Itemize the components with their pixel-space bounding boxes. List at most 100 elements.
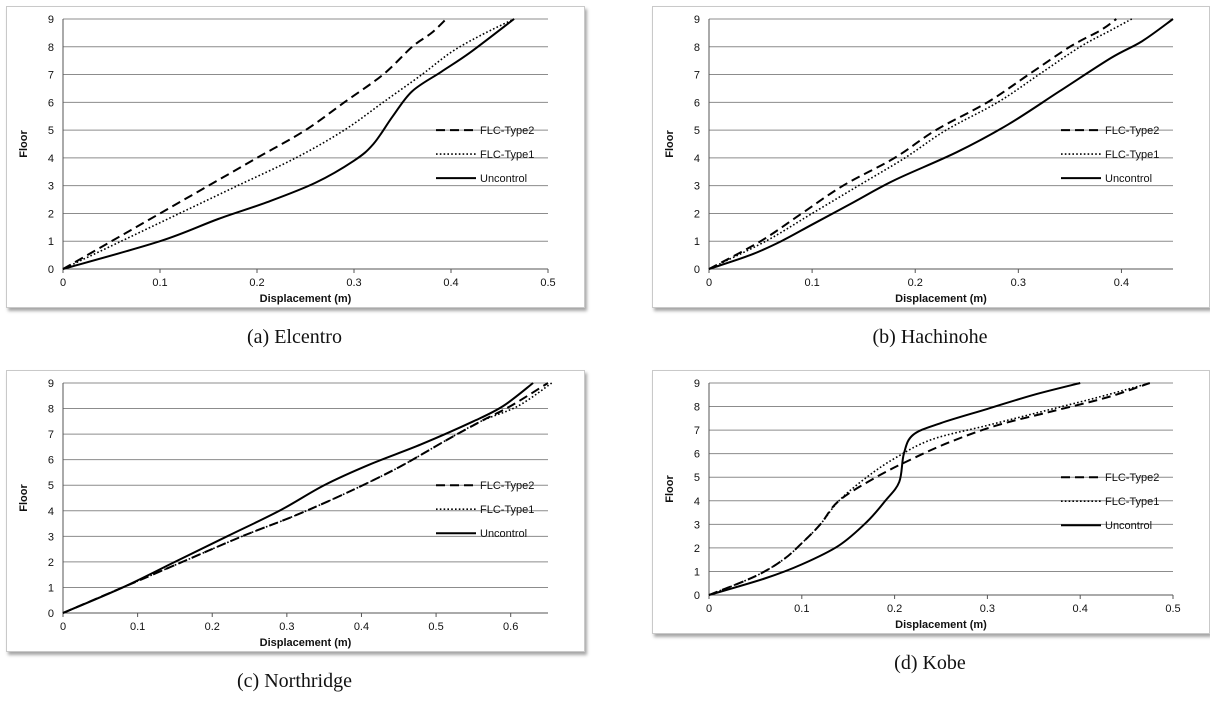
x-axis-label: Displacement (m) <box>260 637 352 649</box>
chart-frame: 0 1 2 3 4 5 6 7 8 9 0 0.1 0.2 0.3 0.4 0.5 Displacement (… <box>6 6 585 308</box>
x-tick-label: 0 <box>706 603 712 615</box>
legend-label: FLC-Type2 <box>1105 472 1159 484</box>
y-tick-label: 9 <box>48 14 54 26</box>
chart-panel-a: 0 1 2 3 4 5 6 7 8 9 0 0.1 0.2 0.3 0.4 0.5 Displacement (… <box>6 6 585 348</box>
y-tick-label: 1 <box>694 566 700 578</box>
x-tick-label: 0.5 <box>540 277 555 289</box>
y-tick-label: 8 <box>48 404 54 416</box>
chart-svg: 0 1 2 3 4 5 6 7 8 9 0 0.1 0.2 0.3 0.4 0.5 0.6 Displacemen… <box>18 378 553 649</box>
x-axis-label: Displacement (m) <box>895 619 987 631</box>
x-axis-label: Displacement (m) <box>260 293 352 305</box>
y-tick-label: 2 <box>48 557 54 569</box>
series-line-flc-type1 <box>708 18 1133 270</box>
legend-label: FLC-Type1 <box>480 504 534 516</box>
series-line-flc-type1 <box>708 382 1151 596</box>
y-tick-label: 5 <box>48 480 54 492</box>
chart-panel-c: 0 1 2 3 4 5 6 7 8 9 0 0.1 0.2 0.3 0.4 0.5 0.6 Displacemen… <box>6 370 585 692</box>
series-line-uncontrol <box>708 18 1174 270</box>
x-tick-label: 0.1 <box>130 621 145 633</box>
y-tick-label: 9 <box>694 14 700 26</box>
x-tick-label: 0 <box>706 277 712 289</box>
series-line-flc-type1 <box>62 18 515 270</box>
y-tick-label: 1 <box>694 236 700 248</box>
series-line-uncontrol <box>62 18 515 270</box>
x-tick-label: 0.4 <box>354 621 369 633</box>
y-tick-label: 6 <box>694 449 700 461</box>
x-tick-label: 0.4 <box>1114 277 1129 289</box>
y-tick-label: 7 <box>48 429 54 441</box>
x-tick-label: 0.4 <box>1073 603 1088 615</box>
y-tick-label: 3 <box>694 181 700 193</box>
series-line-flc-type2 <box>708 18 1117 270</box>
series-line-flc-type2 <box>708 382 1151 596</box>
legend-label: FLC-Type1 <box>480 149 534 161</box>
chart-caption: (a) Elcentro <box>247 326 342 348</box>
x-tick-label: 0.3 <box>279 621 294 633</box>
y-tick-label: 4 <box>694 496 700 508</box>
y-tick-label: 8 <box>48 42 54 54</box>
x-tick-label: 0.1 <box>804 277 819 289</box>
y-tick-label: 5 <box>48 125 54 137</box>
y-tick-label: 7 <box>694 70 700 82</box>
x-tick-label: 0.1 <box>152 277 167 289</box>
legend-label: Uncontrol <box>480 173 527 185</box>
legend-label: FLC-Type1 <box>1105 496 1159 508</box>
y-tick-label: 9 <box>694 378 700 390</box>
y-tick-label: 6 <box>48 97 54 109</box>
y-tick-label: 0 <box>48 264 54 276</box>
x-tick-label: 0 <box>60 621 66 633</box>
legend-label: FLC-Type2 <box>1105 125 1159 137</box>
y-tick-label: 7 <box>694 425 700 437</box>
x-tick-label: 0.3 <box>1011 277 1026 289</box>
y-tick-label: 6 <box>694 97 700 109</box>
x-axis-label: Displacement (m) <box>895 293 987 305</box>
legend-label: Uncontrol <box>1105 173 1152 185</box>
y-tick-label: 8 <box>694 42 700 54</box>
x-tick-label: 0 <box>60 277 66 289</box>
y-tick-label: 8 <box>694 402 700 414</box>
x-tick-label: 0.5 <box>1165 603 1180 615</box>
y-tick-label: 0 <box>48 608 54 620</box>
series-line-uncontrol <box>62 382 534 614</box>
legend-label: FLC-Type1 <box>1105 149 1159 161</box>
y-tick-label: 2 <box>694 543 700 555</box>
y-tick-label: 4 <box>48 153 54 165</box>
series-line-uncontrol <box>708 382 1081 596</box>
y-axis-label: Floor <box>18 484 30 512</box>
y-tick-label: 5 <box>694 472 700 484</box>
y-tick-label: 1 <box>48 236 54 248</box>
y-tick-label: 3 <box>48 531 54 543</box>
x-tick-label: 0.2 <box>205 621 220 633</box>
y-tick-label: 0 <box>694 264 700 276</box>
y-axis-label: Floor <box>664 475 676 503</box>
y-axis-label: Floor <box>18 130 30 158</box>
legend-label: Uncontrol <box>480 528 527 540</box>
x-tick-label: 0.4 <box>443 277 458 289</box>
y-tick-label: 2 <box>48 208 54 220</box>
legend-label: Uncontrol <box>1105 520 1152 532</box>
y-tick-label: 4 <box>694 153 700 165</box>
y-axis-label: Floor <box>664 130 676 158</box>
chart-caption: (b) Hachinohe <box>872 326 988 348</box>
chart-frame: 0 1 2 3 4 5 6 7 8 9 0 0.1 0.2 0.3 0.4 Displacement (m) F… <box>652 6 1210 308</box>
y-tick-label: 5 <box>694 125 700 137</box>
x-tick-label: 0.2 <box>249 277 264 289</box>
series-line-flc-type2 <box>62 18 447 270</box>
series-line-flc-type2 <box>62 382 549 614</box>
chart-frame: 0 1 2 3 4 5 6 7 8 9 0 0.1 0.2 0.3 0.4 0.5 0.6 Displacemen… <box>6 370 585 652</box>
chart-svg: 0 1 2 3 4 5 6 7 8 9 0 0.1 0.2 0.3 0.4 0.5 Displacement (… <box>664 378 1181 631</box>
y-tick-label: 0 <box>694 590 700 602</box>
chart-frame: 0 1 2 3 4 5 6 7 8 9 0 0.1 0.2 0.3 0.4 0.5 Displacement (… <box>652 370 1210 634</box>
y-tick-label: 3 <box>694 519 700 531</box>
y-tick-label: 1 <box>48 582 54 594</box>
chart-svg: 0 1 2 3 4 5 6 7 8 9 0 0.1 0.2 0.3 0.4 0.5 Displacement (… <box>18 14 556 305</box>
x-tick-label: 0.5 <box>428 621 443 633</box>
y-tick-label: 2 <box>694 208 700 220</box>
chart-svg: 0 1 2 3 4 5 6 7 8 9 0 0.1 0.2 0.3 0.4 Displacement (m) F… <box>664 14 1174 305</box>
x-tick-label: 0.2 <box>908 277 923 289</box>
chart-caption: (d) Kobe <box>894 652 966 674</box>
y-tick-label: 3 <box>48 181 54 193</box>
chart-panel-b: 0 1 2 3 4 5 6 7 8 9 0 0.1 0.2 0.3 0.4 Displacement (m) F… <box>652 6 1210 348</box>
y-tick-label: 6 <box>48 455 54 467</box>
x-tick-label: 0.2 <box>887 603 902 615</box>
